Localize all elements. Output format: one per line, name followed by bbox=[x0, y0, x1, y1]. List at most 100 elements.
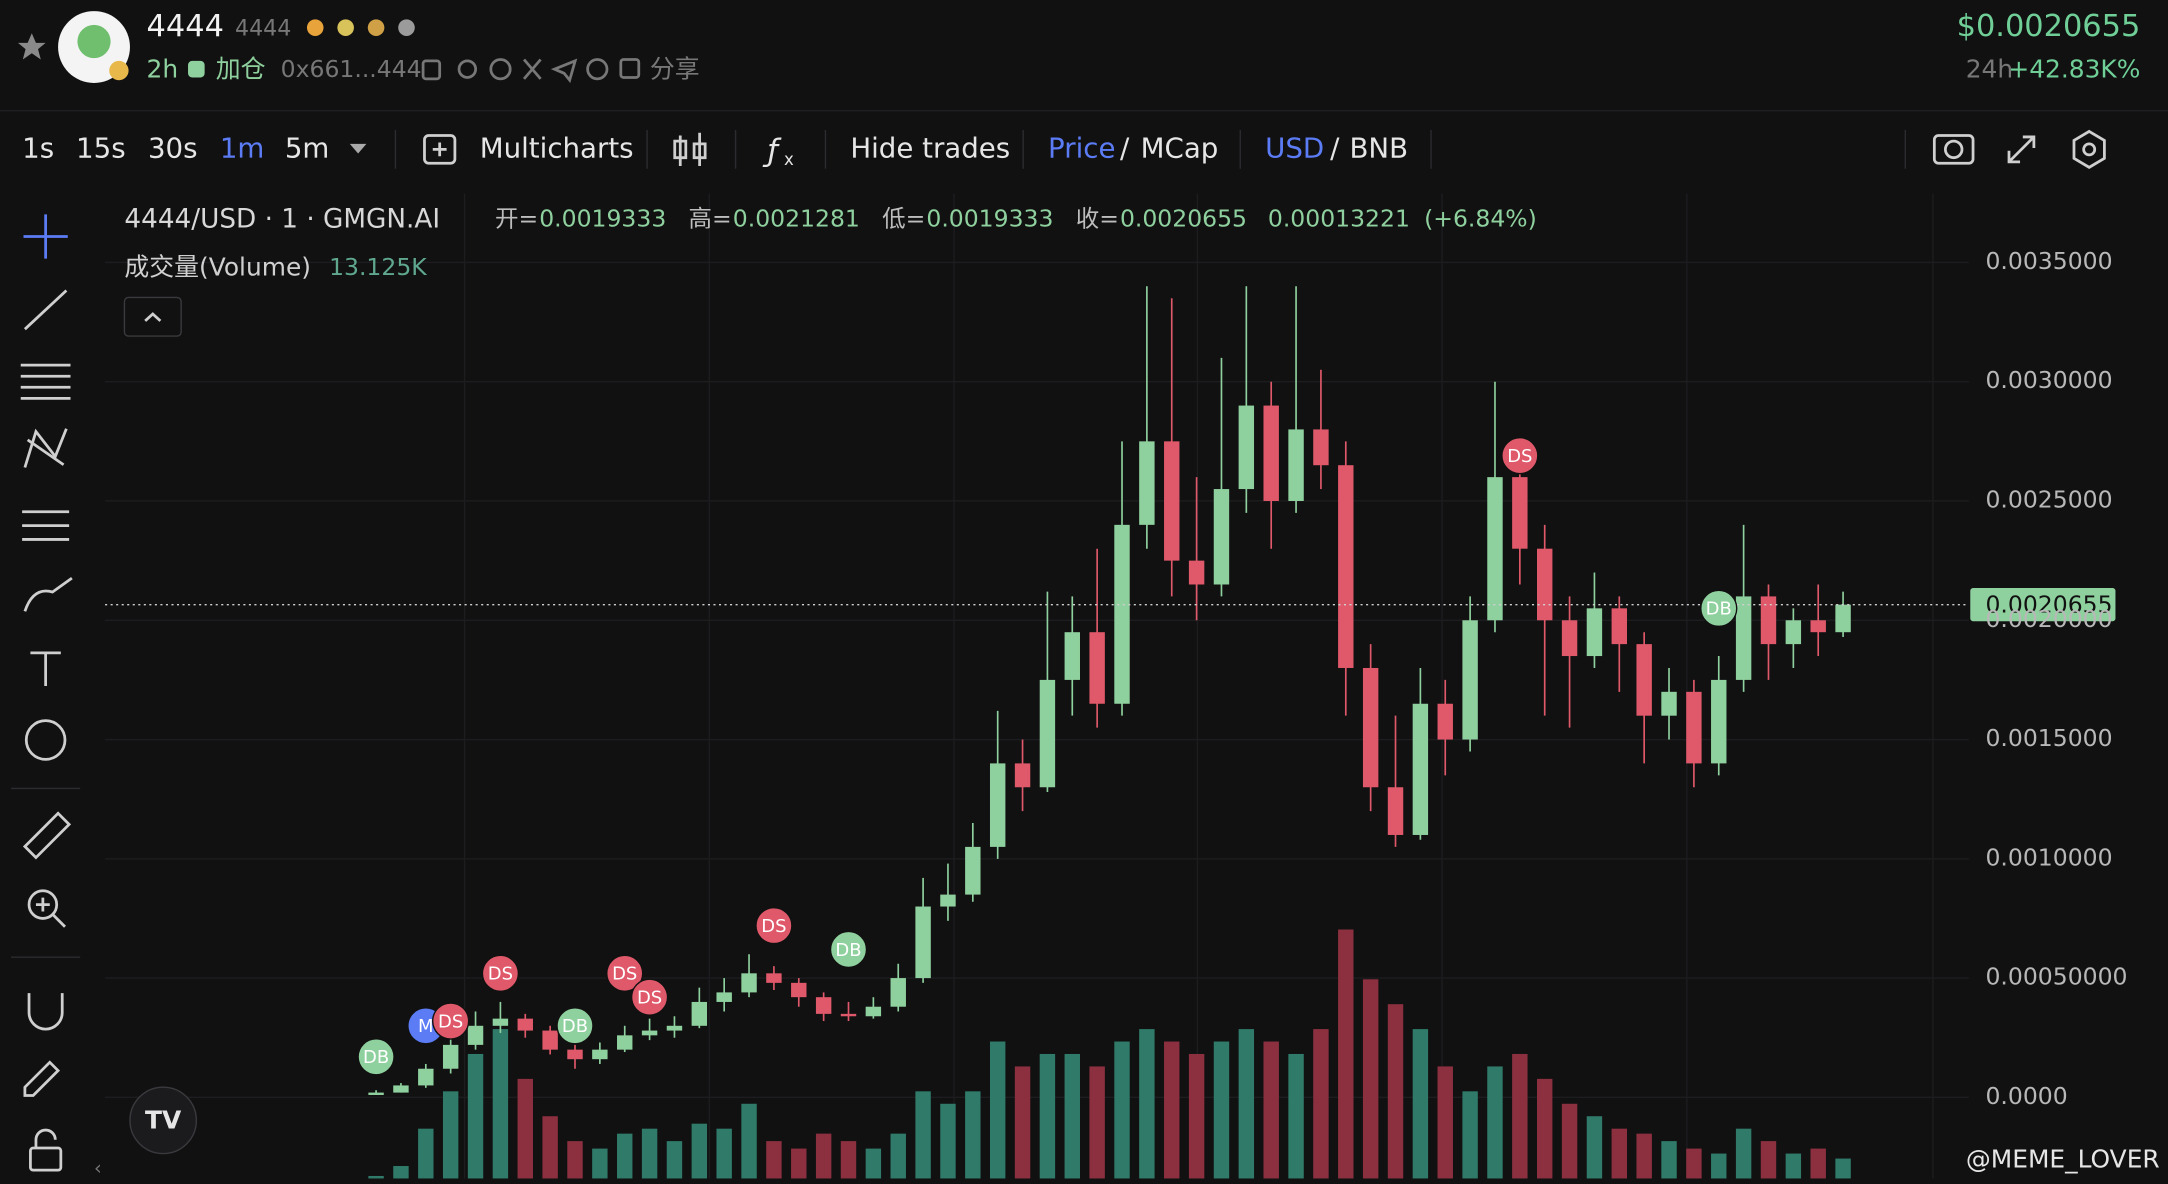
trendline-tool[interactable] bbox=[23, 289, 68, 331]
interval-dropdown[interactable] bbox=[349, 143, 367, 154]
candle-body bbox=[716, 992, 732, 1002]
mcap-toggle[interactable]: MCap bbox=[1141, 131, 1219, 164]
candle-body bbox=[1362, 667, 1379, 788]
lock-drawing-tool[interactable] bbox=[23, 1060, 61, 1097]
interval-button[interactable]: 5m bbox=[285, 131, 330, 164]
candles bbox=[368, 286, 1851, 1095]
candle-body bbox=[1462, 620, 1478, 740]
chart-type-icon[interactable] bbox=[673, 132, 707, 166]
candle-body bbox=[567, 1049, 583, 1060]
text-tool[interactable] bbox=[30, 651, 61, 687]
favorite-star[interactable] bbox=[17, 33, 46, 60]
candle-body bbox=[1338, 465, 1354, 668]
screenshot-icon[interactable] bbox=[1932, 134, 1975, 165]
trade-marker bbox=[1700, 589, 1738, 628]
tradingview-logo[interactable] bbox=[129, 1086, 198, 1155]
lock-tool[interactable] bbox=[29, 1146, 63, 1172]
prediction-tool[interactable] bbox=[22, 510, 70, 541]
trade-marker bbox=[630, 978, 669, 1016]
y-tick-label: 0.0030000 bbox=[1985, 366, 2112, 394]
candle-body bbox=[1785, 620, 1802, 645]
collapse-arrow[interactable]: ‹ bbox=[94, 1156, 102, 1179]
y-tick-label: 0.0035000 bbox=[1985, 247, 2112, 275]
last-price: 0.0020655 bbox=[105, 588, 2116, 622]
indicators-icon[interactable]: ƒ bbox=[762, 134, 782, 169]
volume-bar bbox=[1362, 979, 1379, 1179]
fullscreen-icon[interactable] bbox=[2007, 135, 2036, 164]
volume-bar bbox=[442, 1091, 459, 1179]
volume-bar bbox=[1437, 1066, 1453, 1179]
candle-body bbox=[1835, 604, 1851, 633]
y-tick-label: 0.0000 bbox=[1985, 1082, 2067, 1110]
candle-body bbox=[1313, 429, 1329, 466]
tag-icon bbox=[337, 19, 354, 36]
interval-button[interactable]: 30s bbox=[148, 131, 198, 164]
candle-body bbox=[1512, 477, 1528, 549]
ohlc-value: 0.0019333 bbox=[539, 204, 666, 232]
share-button[interactable]: 分享 bbox=[650, 55, 700, 84]
volume-bar bbox=[965, 1091, 981, 1179]
trade-marker-label: DB bbox=[562, 1016, 588, 1037]
candle-body bbox=[1487, 477, 1503, 621]
volume-bar bbox=[592, 1148, 608, 1179]
price-axis: 0.0000 0.00050000 0.0010000 0.0015000 0.0020… bbox=[1985, 247, 2127, 1110]
share-icon[interactable] bbox=[619, 58, 641, 79]
candle-body bbox=[1213, 489, 1230, 585]
ruler-tool[interactable] bbox=[22, 811, 72, 860]
volume-bar bbox=[1586, 1116, 1603, 1179]
bnb-toggle[interactable]: BNB bbox=[1349, 131, 1408, 164]
candle-body bbox=[1412, 703, 1429, 835]
contract-address[interactable]: 0x661...444 bbox=[281, 55, 422, 83]
candle-body bbox=[1661, 691, 1677, 716]
interval-button[interactable]: 1s bbox=[22, 131, 54, 164]
ohlc-label: 开= bbox=[495, 204, 538, 232]
hold-button[interactable]: 加仓 bbox=[216, 55, 266, 84]
volume-bar bbox=[766, 1141, 782, 1179]
copy-icon[interactable] bbox=[421, 59, 442, 81]
y-tick-label: 0.0010000 bbox=[1985, 843, 2112, 871]
fib-tool[interactable] bbox=[20, 363, 71, 400]
candle-body bbox=[1188, 560, 1205, 585]
volume-bars bbox=[368, 929, 1851, 1179]
interval-button[interactable]: 15s bbox=[76, 131, 126, 164]
magnet-tool[interactable] bbox=[27, 993, 64, 1031]
candle-body bbox=[1711, 679, 1727, 764]
hide-trades-button[interactable]: Hide trades bbox=[850, 131, 1010, 164]
indicators-icon-sub: x bbox=[784, 150, 794, 169]
candle-body bbox=[1810, 620, 1826, 633]
candle-body bbox=[467, 1025, 484, 1045]
interval-button-active[interactable]: 1m bbox=[220, 131, 265, 164]
settings-icon[interactable] bbox=[2072, 129, 2106, 169]
candle-body bbox=[1686, 691, 1702, 764]
pattern-tool[interactable] bbox=[23, 428, 68, 468]
zoom-tool[interactable] bbox=[27, 889, 59, 920]
last-price-label: 0.0020655 bbox=[1985, 591, 2112, 619]
price-toggle[interactable]: Price bbox=[1048, 131, 1115, 164]
last-price-tag bbox=[1970, 588, 2116, 622]
drawing-toolbar bbox=[20, 214, 73, 1172]
usd-toggle[interactable]: USD bbox=[1265, 131, 1324, 164]
collapse-legend-button[interactable] bbox=[123, 296, 182, 337]
search-icon[interactable] bbox=[457, 59, 478, 79]
brush-tool[interactable] bbox=[23, 577, 73, 612]
telegram-icon[interactable] bbox=[550, 58, 578, 84]
horizontal-grid bbox=[105, 261, 1969, 1099]
x-icon[interactable] bbox=[522, 58, 542, 80]
emoji-tool[interactable] bbox=[24, 719, 67, 761]
volume-bar bbox=[1164, 1041, 1180, 1179]
candle-body bbox=[890, 978, 906, 1007]
price-change: +42.83K% bbox=[2008, 55, 2140, 84]
token-ticker: 4444 bbox=[235, 16, 291, 42]
multicharts-icon[interactable] bbox=[423, 134, 457, 165]
change-label: 24h bbox=[1966, 55, 2013, 84]
crosshair-tool[interactable] bbox=[23, 214, 68, 259]
change-percent: (+6.84%) bbox=[1424, 204, 1537, 232]
multicharts-button[interactable]: Multicharts bbox=[480, 131, 634, 164]
volume-bar bbox=[1810, 1148, 1826, 1179]
volume-bar bbox=[1711, 1153, 1727, 1179]
web-icon[interactable] bbox=[489, 58, 512, 81]
globe-icon[interactable] bbox=[586, 58, 609, 81]
trade-marker bbox=[481, 954, 520, 992]
volume-bar bbox=[1636, 1133, 1652, 1179]
